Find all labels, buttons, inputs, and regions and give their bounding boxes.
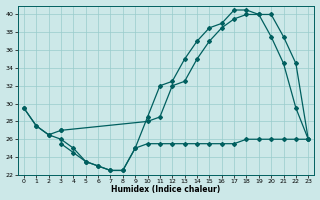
X-axis label: Humidex (Indice chaleur): Humidex (Indice chaleur) — [111, 185, 221, 194]
